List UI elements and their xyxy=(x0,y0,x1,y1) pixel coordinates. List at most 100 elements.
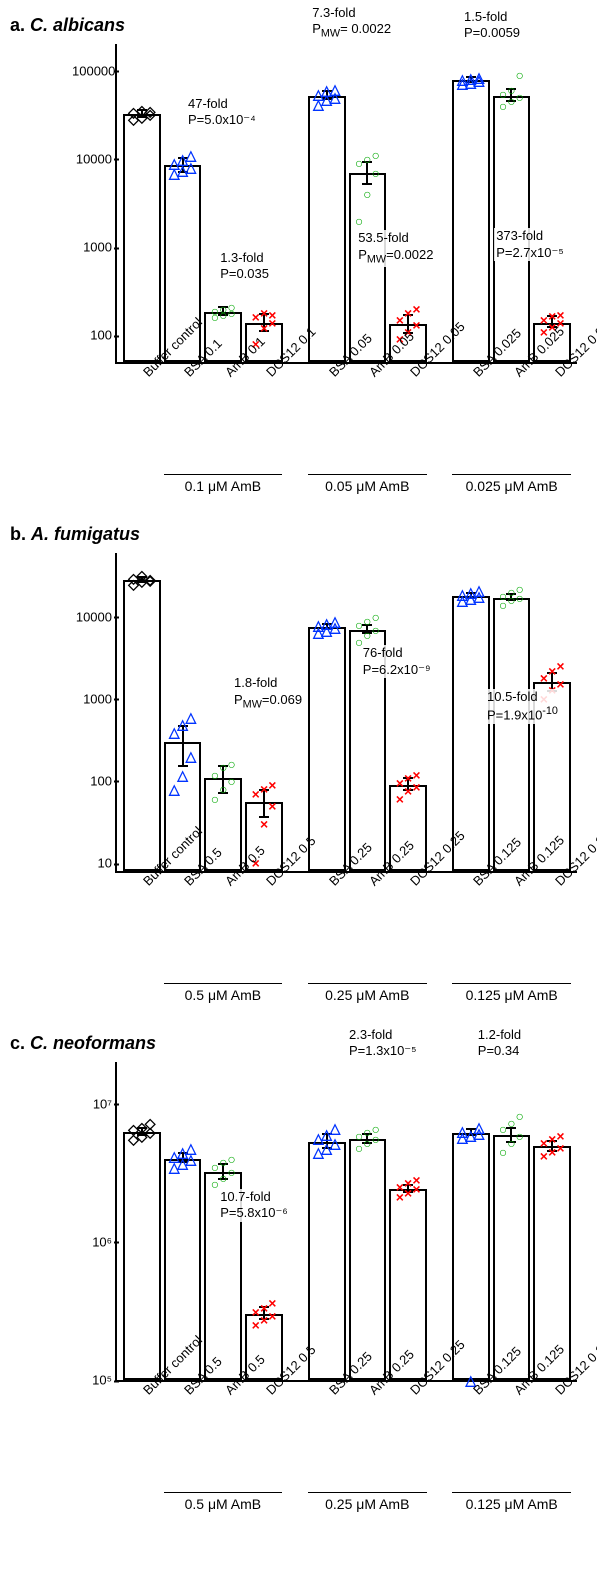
data-point: × xyxy=(252,1305,260,1319)
group-label xyxy=(285,474,305,494)
bar xyxy=(308,1142,346,1380)
bar xyxy=(493,1135,531,1380)
data-point: × xyxy=(412,318,420,332)
group-label xyxy=(121,983,161,1003)
data-point: ○ xyxy=(363,614,371,628)
bar-slot: ×××××× xyxy=(389,44,427,362)
bar-slot: △△△△△△ xyxy=(308,1062,346,1380)
annotation: 373-foldP=2.7x10⁻⁵ xyxy=(494,228,566,261)
gap xyxy=(430,44,449,362)
data-point: △ xyxy=(186,710,197,724)
data-point: × xyxy=(548,1132,556,1146)
data-point: ○ xyxy=(219,1171,227,1185)
data-point: ○ xyxy=(355,214,363,228)
data-point: ○ xyxy=(507,1136,515,1150)
y-tick: 10000 xyxy=(72,609,112,624)
bar-slot: ○○○○○○ xyxy=(349,44,387,362)
data-point: × xyxy=(412,1173,420,1187)
data-point: × xyxy=(540,671,548,685)
data-point: △ xyxy=(186,1141,197,1155)
data-point: × xyxy=(412,302,420,316)
panel-a: a. C. albicansLog₁₀ CellTiter-Blue (RFU)… xyxy=(10,15,587,494)
group-labels: 0.1 μM AmB0.05 μM AmB0.025 μM AmB xyxy=(115,474,577,494)
data-point: × xyxy=(540,1136,548,1150)
bar xyxy=(493,598,531,871)
data-point: × xyxy=(404,771,412,785)
data-point: ○ xyxy=(211,1160,219,1174)
bar xyxy=(123,1132,161,1380)
group-label: 0.125 μM AmB xyxy=(452,1492,571,1512)
plot-region: 10100100010000◇◇◇◇◇◇△△△△△△○○○○○○××××××△△… xyxy=(115,553,577,873)
data-point: ○ xyxy=(211,768,219,782)
y-tick: 10⁵ xyxy=(72,1373,112,1388)
y-tick: 10⁶ xyxy=(72,1234,112,1249)
bar-slot: △△△△△△ xyxy=(164,44,202,362)
gap xyxy=(430,1062,449,1380)
bar xyxy=(123,114,161,362)
y-tick: 100000 xyxy=(72,63,112,78)
group-labels: 0.5 μM AmB0.25 μM AmB0.125 μM AmB xyxy=(115,1492,577,1512)
bar-slot: ×××××× xyxy=(245,553,283,871)
bar-slot: △△△△△△ xyxy=(164,553,202,871)
data-point: △ xyxy=(177,768,188,782)
data-point: ○ xyxy=(507,83,515,97)
data-point: × xyxy=(252,310,260,324)
bar-slot: ×××××× xyxy=(245,44,283,362)
data-point: × xyxy=(396,313,404,327)
data-point: △ xyxy=(474,1120,485,1134)
group-label xyxy=(285,1492,305,1512)
data-point: × xyxy=(260,817,268,831)
data-point: × xyxy=(556,659,564,673)
data-point: △ xyxy=(330,1121,341,1135)
data-point: ○ xyxy=(499,87,507,101)
group-labels: 0.5 μM AmB0.25 μM AmB0.125 μM AmB xyxy=(115,983,577,1003)
bar-slot: ◇◇◇◇◇◇ xyxy=(123,1062,161,1380)
bar-slot: △△△△△△ xyxy=(452,44,490,362)
annotation: 53.5-foldPMW=0.0022 xyxy=(356,230,435,266)
data-point: ○ xyxy=(507,1116,515,1130)
data-point: × xyxy=(412,768,420,782)
data-point: ○ xyxy=(516,1109,524,1123)
data-point: × xyxy=(268,1309,276,1323)
data-point: × xyxy=(540,313,548,327)
data-point: ○ xyxy=(516,90,524,104)
data-point: ◇ xyxy=(145,572,156,586)
data-point: × xyxy=(404,784,412,798)
gap xyxy=(286,553,305,871)
annotation: 7.3-foldPMW= 0.0022 xyxy=(310,5,393,41)
group-label: 0.5 μM AmB xyxy=(164,1492,283,1512)
bar-slot: ×××××× xyxy=(389,1062,427,1380)
y-tick: 100 xyxy=(72,773,112,788)
y-tick: 1000 xyxy=(72,691,112,706)
chart-area: 10100100010000◇◇◇◇◇◇△△△△△△○○○○○○××××××△△… xyxy=(80,553,577,873)
data-point: ○ xyxy=(219,782,227,796)
panel-c: c. C. neoformansLog₁₀ CFUs / mL10⁵10⁶10⁷… xyxy=(10,1033,587,1512)
data-point: × xyxy=(556,1129,564,1143)
data-point: × xyxy=(268,799,276,813)
bar-slot: △△△△△△ xyxy=(452,1062,490,1380)
bar-slot: ◇◇◇◇◇◇ xyxy=(123,44,161,362)
annotation: 1.5-foldP=0.0059 xyxy=(462,9,522,42)
bar-slot: ×××××× xyxy=(533,1062,571,1380)
data-point: × xyxy=(260,321,268,335)
data-point: △ xyxy=(169,782,180,796)
x-labels: Buffer controlBSA 0.1AmB 0.1DCS12 0.1BSA… xyxy=(115,364,577,474)
bar-slot: ○○○○○○ xyxy=(493,44,531,362)
group-label: 0.025 μM AmB xyxy=(452,474,571,494)
bar-slot: ○○○○○○ xyxy=(204,44,242,362)
data-point: × xyxy=(260,1301,268,1315)
group-label xyxy=(430,983,450,1003)
data-point: ○ xyxy=(516,1129,524,1143)
data-point: ○ xyxy=(227,1165,235,1179)
bar xyxy=(308,627,346,871)
data-point: × xyxy=(268,778,276,792)
annotation: 47-foldP=5.0x10⁻⁴ xyxy=(186,96,258,129)
data-point: × xyxy=(548,309,556,323)
data-point: ○ xyxy=(211,304,219,318)
data-point: ○ xyxy=(507,585,515,599)
bar-slot: ×××××× xyxy=(389,553,427,871)
group-label xyxy=(121,1492,161,1512)
plot-region: 100100010000100000◇◇◇◇◇◇△△△△△△○○○○○○××××… xyxy=(115,44,577,364)
bar-slot: ○○○○○○ xyxy=(349,1062,387,1380)
group-label: 0.25 μM AmB xyxy=(308,983,427,1003)
